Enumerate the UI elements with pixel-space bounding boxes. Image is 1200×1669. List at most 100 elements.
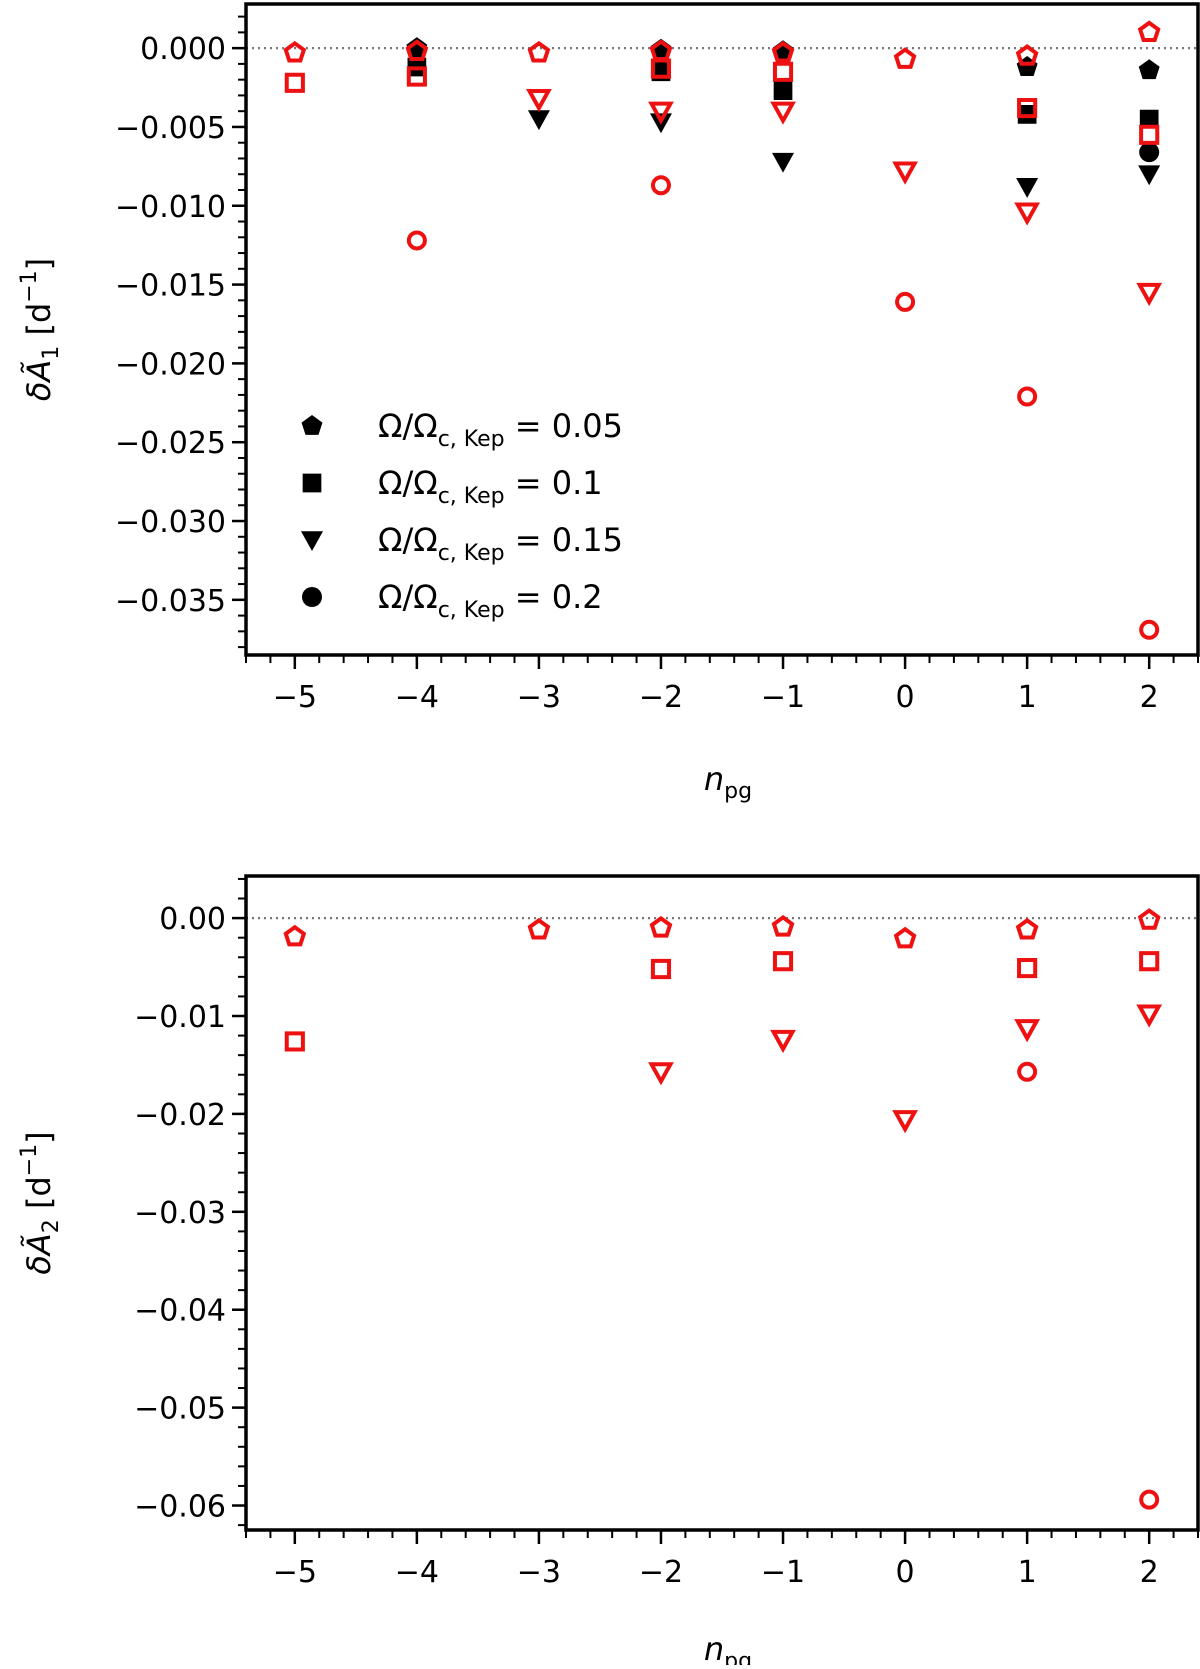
y-tick-label: −0.015	[115, 269, 226, 304]
x-tick-label: −2	[639, 680, 683, 715]
circle-red-open-marker	[1139, 619, 1160, 640]
y-tick-label: −0.035	[115, 584, 226, 619]
square-red-open-marker	[650, 58, 672, 79]
pentagon-black-marker	[1138, 59, 1160, 80]
x-tick-label: −3	[517, 1555, 561, 1590]
pentagon-red-open-marker	[649, 915, 673, 938]
square-red-open-marker	[1139, 951, 1160, 972]
legend-entry-label: Ω/Ωc, Kep = 0.05	[378, 407, 623, 452]
square-red-open-marker	[284, 72, 305, 93]
triangle-red-open-marker	[1136, 282, 1163, 307]
square-black-marker	[1139, 109, 1159, 129]
y-tick-label: 0.000	[140, 32, 226, 67]
square-red-open-marker	[1017, 97, 1038, 119]
pentagon-red-open-marker	[283, 40, 307, 63]
top-panel: 0.000 −0.005 −0.010 −0.015 −0.020 −0.025 −0.03…	[17, 2, 1200, 804]
y-tick-label: −0.020	[115, 347, 226, 382]
triangle-black-marker	[772, 152, 795, 173]
y-tick-label: −0.02	[134, 1098, 226, 1133]
pentagon-red-open-marker	[1137, 908, 1161, 930]
y-tick-label: −0.030	[115, 505, 226, 540]
legend-circle-icon	[302, 587, 322, 607]
x-tick-label: −1	[761, 1555, 805, 1590]
plot-frame	[244, 874, 1200, 1532]
y-axis-label: δÃ1 [d−1]	[17, 258, 64, 401]
square-red-open-marker	[406, 66, 427, 87]
x-tick-label: 1	[1018, 1555, 1037, 1590]
square-red-open-marker	[772, 61, 794, 82]
y-tick-label: −0.010	[115, 190, 226, 225]
y-tick-label: −0.005	[115, 111, 226, 146]
circle-black-marker	[1139, 142, 1160, 163]
x-tick-label: 1	[1018, 680, 1037, 715]
pentagon-red-open-marker	[283, 924, 307, 947]
legend-triangle-icon	[301, 531, 323, 551]
y-tick-label: −0.04	[134, 1294, 226, 1329]
x-tick-label: −4	[395, 680, 439, 715]
pentagon-black-marker	[406, 37, 428, 58]
circle-red-open-marker	[1139, 1489, 1160, 1510]
y-axis-label: δÃ2 [d−1]	[17, 1131, 64, 1274]
triangle-red-open-marker	[892, 161, 918, 185]
square-red-open-marker	[1139, 124, 1160, 145]
triangle-red-open-marker	[526, 88, 552, 113]
x-tick-label: 0	[896, 680, 915, 715]
triangle-red-open-marker	[648, 101, 674, 125]
y-tick-label: −0.01	[134, 1000, 226, 1035]
triangle-red-open-marker	[1136, 1004, 1163, 1028]
x-tick-label: −5	[273, 1555, 317, 1590]
triangle-black-marker	[1016, 178, 1039, 198]
triangle-red-open-marker	[770, 101, 796, 125]
bottom-panel: 0.00 −0.01 −0.02 −0.03 −0.04 −0.05 −0.06 −5 −4 −3…	[17, 874, 1200, 1669]
pentagon-red-open-marker	[405, 39, 429, 61]
legend-entry-label: Ω/Ωc, Kep = 0.15	[378, 521, 623, 566]
triangle-red-open-marker	[770, 1029, 796, 1054]
triangle-black-marker	[527, 110, 550, 131]
circle-red-open-marker	[650, 175, 671, 196]
pentagon-red-open-marker	[771, 40, 795, 63]
x-tick-label: 0	[896, 1555, 915, 1590]
circle-red-open-marker	[895, 291, 916, 312]
y-tick-label: −0.025	[115, 426, 226, 461]
triangle-red-open-marker	[892, 1110, 918, 1134]
legend-entry-label: Ω/Ωc, Kep = 0.2	[378, 578, 603, 623]
circle-red-open-marker	[1017, 1061, 1038, 1082]
x-tick-label: −2	[639, 1555, 683, 1590]
legend-square-icon	[302, 473, 322, 493]
square-red-open-marker	[284, 1031, 305, 1052]
triangle-red-open-marker	[648, 1062, 674, 1086]
legend-entry-label: Ω/Ωc, Kep = 0.1	[378, 464, 603, 509]
pentagon-red-open-marker	[771, 914, 795, 937]
legend-pentagon-icon	[301, 415, 323, 435]
y-tick-label: −0.03	[134, 1196, 226, 1231]
pentagon-red-open-marker	[527, 917, 551, 940]
pentagon-red-open-marker	[893, 47, 917, 69]
pentagon-red-open-marker	[527, 40, 551, 63]
x-axis-label: npg	[704, 760, 752, 804]
x-tick-label: 2	[1140, 680, 1159, 715]
triangle-red-open-marker	[1014, 1019, 1041, 1043]
y-tick-label: −0.06	[134, 1490, 226, 1525]
pentagon-red-open-marker	[1015, 44, 1039, 66]
x-tick-label: −5	[273, 680, 317, 715]
triangle-red-open-marker	[1014, 202, 1041, 226]
x-tick-label: −1	[761, 680, 805, 715]
x-axis-label: npg	[704, 1630, 752, 1665]
pentagon-red-open-marker	[893, 926, 917, 949]
pentagon-red-open-marker	[1015, 917, 1039, 940]
y-tick-label: −0.05	[134, 1392, 226, 1427]
pentagon-red-open-marker	[1137, 20, 1161, 43]
circle-red-open-marker	[406, 230, 427, 251]
plot-frame	[244, 2, 1200, 657]
circle-red-open-marker	[1017, 386, 1038, 407]
square-black-marker	[773, 81, 793, 101]
y-tick-label: 0.00	[159, 902, 226, 937]
x-tick-label: 2	[1140, 1555, 1159, 1590]
triangle-black-marker	[1138, 165, 1161, 186]
x-tick-label: −4	[395, 1555, 439, 1590]
x-tick-label: −3	[517, 680, 561, 715]
square-red-open-marker	[772, 951, 794, 972]
square-red-open-marker	[650, 958, 672, 980]
square-red-open-marker	[1017, 957, 1038, 979]
